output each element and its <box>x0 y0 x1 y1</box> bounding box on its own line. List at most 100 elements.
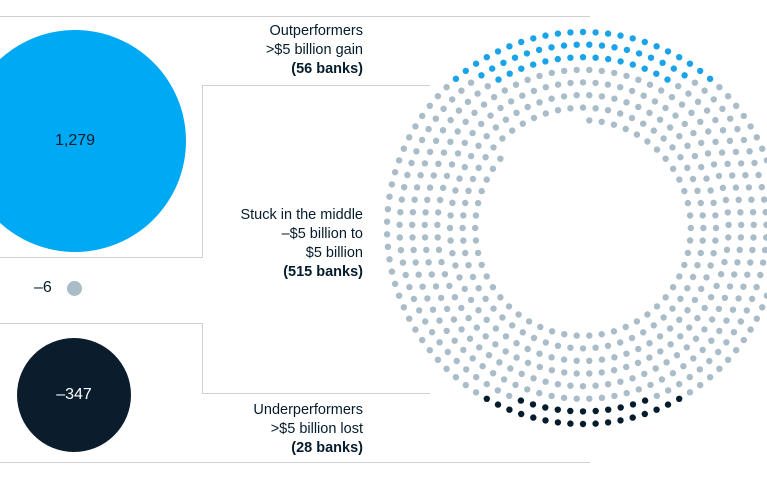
middle-bank-dot <box>421 160 429 167</box>
middle-bank-dot <box>733 347 740 354</box>
middle-bank-dot <box>697 118 704 126</box>
middle-bank-dot <box>689 175 697 183</box>
middle-bank-dot <box>729 172 736 179</box>
middle-bank-dot <box>759 145 766 152</box>
middle-bank-dot <box>598 93 606 100</box>
middle-bank-dot <box>690 129 697 137</box>
middle-bank-dot <box>586 92 593 99</box>
middle-bank-dot <box>667 341 674 348</box>
outperformers-bank-dot <box>495 76 502 83</box>
middle-bank-dot <box>666 124 674 131</box>
middle-bank-dot <box>524 359 532 366</box>
middle-bank-dot <box>665 387 672 394</box>
middle-bank-dot <box>492 341 499 348</box>
middle-bank-dot <box>554 107 562 114</box>
middle-bank-dot <box>421 234 429 241</box>
middle-bank-dot <box>633 131 641 138</box>
middle-bank-dot <box>440 149 448 156</box>
middle-bank-dot <box>676 380 683 388</box>
middle-bank-dot <box>573 66 580 74</box>
middle-bank-dot <box>740 336 747 344</box>
middle-bank-dot <box>436 317 443 324</box>
middle-bank-dot <box>697 249 704 257</box>
middle-bank-dot <box>675 83 682 90</box>
middle-bank-dot <box>499 314 506 321</box>
middle-bank-dot <box>763 292 767 299</box>
middle-bank-dot <box>633 318 641 325</box>
middle-bank-dot <box>715 305 723 313</box>
middle-bank-dot <box>458 87 465 94</box>
middle-bank-dot <box>737 160 745 167</box>
middle-bank-dot <box>447 138 454 145</box>
middle-bank-dot <box>567 105 574 112</box>
middle-bank-dot <box>524 76 531 84</box>
middle-bank-dot <box>473 324 480 331</box>
middle-bank-dot <box>610 367 618 374</box>
middle-bank-dot <box>683 344 690 351</box>
outperformers-bank-dot <box>478 72 485 79</box>
middle-bank-dot <box>724 93 732 100</box>
middle-bank-dot <box>474 90 481 97</box>
middle-bank-dot <box>744 271 751 278</box>
middle-bank-dot <box>398 196 405 203</box>
underperformers-value: –347 <box>56 386 92 403</box>
middle-bank-dot <box>676 133 683 140</box>
middle-bank-dot <box>443 172 451 180</box>
middle-bank-dot <box>757 271 764 279</box>
middle-bank-dot <box>432 137 440 144</box>
middle-bank-dot <box>554 81 562 88</box>
middle-bank-dot <box>426 102 433 110</box>
middle-bank-dot <box>737 318 744 325</box>
middle-bank-dot <box>441 271 449 278</box>
middle-bank-dot <box>759 259 767 266</box>
middle-count: (515 banks) <box>283 264 363 280</box>
middle-bank-dot <box>604 107 612 114</box>
middle-bank-dot <box>598 394 606 401</box>
middle-bank-dot <box>678 101 686 108</box>
middle-bank-dot <box>466 335 474 342</box>
middle-bank-dot <box>761 246 767 254</box>
middle-bank-dot <box>515 311 522 318</box>
outperformers-value: 1,279 <box>54 132 96 149</box>
underperformers-value-circle: –347 <box>17 338 131 452</box>
middle-bank-dot <box>646 340 653 347</box>
middle-bank-dot <box>434 234 441 241</box>
middle-bank-dot <box>710 96 717 103</box>
middle-bank-dot <box>734 259 741 266</box>
middle-bank-dot <box>579 79 587 86</box>
middle-bank-dot <box>725 221 732 229</box>
middle-bank-dot <box>694 314 701 322</box>
middle-bank-dot <box>681 120 688 128</box>
middle-bank-dot <box>437 294 445 302</box>
middle-bank-dot <box>735 196 742 203</box>
outperformers-bank-dot <box>670 65 677 72</box>
middle-bank-dot <box>536 389 543 397</box>
outperformers-bank-dot <box>592 54 599 61</box>
middle-bank-dot <box>395 157 403 164</box>
middle-bank-dot <box>652 365 659 372</box>
underperformers-bank-dot <box>579 408 587 415</box>
middle-bank-dot <box>729 306 737 313</box>
middle-bank-dot <box>483 273 490 280</box>
middle-bank-dot <box>617 110 624 117</box>
middle-bank-dot <box>443 327 450 335</box>
middle-bank-dot <box>751 159 758 167</box>
middle-bank-dot <box>542 339 549 346</box>
underperformers-bank-dot <box>517 397 525 404</box>
middle-bank-dot <box>548 354 555 361</box>
middle-bank-dot <box>740 112 747 120</box>
underperformers-bank-dot <box>629 414 636 421</box>
underperformers-bank-dot <box>664 401 672 408</box>
middle-bank-dot <box>429 306 437 313</box>
middle-bank-dot <box>690 355 697 362</box>
middle-bank-dot <box>513 354 520 361</box>
underperformers-bank-dot <box>629 401 637 408</box>
middle-bank-dot <box>384 243 392 250</box>
middle-bank-dot <box>673 352 681 359</box>
middle-bank-dot <box>646 354 653 361</box>
middle-bank-dot <box>749 209 757 216</box>
middle-bank-dot <box>646 109 653 117</box>
middle-bank-dot <box>561 67 568 75</box>
middle-bank-dot <box>635 103 642 111</box>
middle-bank-dot <box>579 104 587 111</box>
